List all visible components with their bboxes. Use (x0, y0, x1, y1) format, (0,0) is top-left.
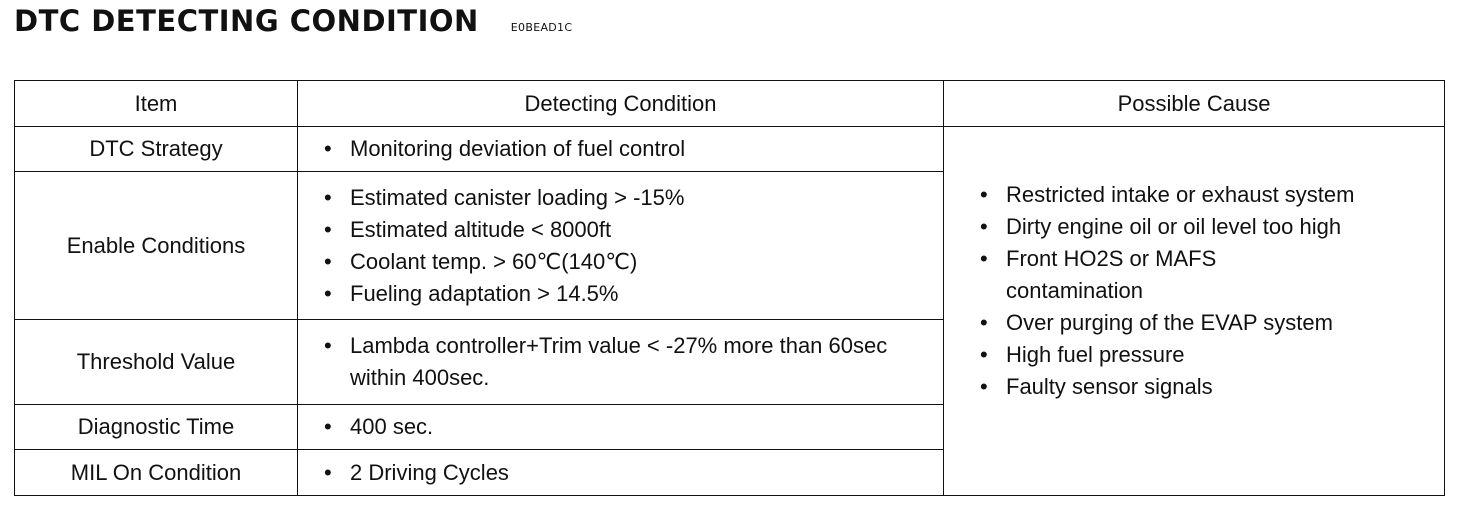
condition-item: 2 Driving Cycles (324, 457, 943, 489)
cause-item: Dirty engine oil or oil level too high (980, 211, 1444, 243)
cause-item: High fuel pressure (980, 339, 1444, 371)
item-cell: Diagnostic Time (14, 404, 298, 450)
condition-list: Monitoring deviation of fuel control (324, 133, 943, 165)
condition-item: Coolant temp. > 60℃(140℃) (324, 246, 943, 278)
condition-item: Monitoring deviation of fuel control (324, 133, 943, 165)
condition-item: Estimated altitude < 8000ft (324, 214, 943, 246)
dtc-condition-table: Item Detecting Condition Possible Cause … (14, 80, 1445, 496)
table-header-row: Item Detecting Condition Possible Cause (14, 80, 1445, 127)
possible-cause-list: Restricted intake or exhaust system Dirt… (980, 179, 1444, 403)
condition-item: Estimated canister loading > -15% (324, 182, 943, 214)
condition-cell: 400 sec. (297, 404, 944, 450)
column-header-item: Item (14, 80, 298, 127)
condition-item: 400 sec. (324, 411, 943, 443)
column-header-possible-cause: Possible Cause (943, 80, 1445, 127)
cause-item: Over purging of the EVAP system (980, 307, 1444, 339)
column-header-detecting-condition: Detecting Condition (297, 80, 944, 127)
condition-cell: Estimated canister loading > -15% Estima… (297, 171, 944, 320)
table-row-diagnostic-time: Diagnostic Time 400 sec. (14, 404, 1445, 450)
page-header: DTC DETECTING CONDITION E0BEAD1C (14, 4, 572, 44)
condition-item: Lambda controller+Trim value < -27% more… (324, 330, 890, 394)
table-row-threshold-value: Threshold Value Lambda controller+Trim v… (14, 319, 1445, 405)
section-code: E0BEAD1C (510, 21, 573, 34)
possible-cause-cell: Restricted intake or exhaust system Dirt… (943, 126, 1445, 496)
condition-cell: 2 Driving Cycles (297, 449, 944, 496)
condition-list: 2 Driving Cycles (324, 457, 943, 489)
page-title: DTC DETECTING CONDITION (14, 4, 479, 38)
condition-list: Estimated canister loading > -15% Estima… (324, 182, 943, 310)
table-row-dtc-strategy: DTC Strategy Monitoring deviation of fue… (14, 126, 1445, 496)
condition-cell: Monitoring deviation of fuel control (297, 126, 944, 172)
item-cell: MIL On Condition (14, 449, 298, 496)
item-cell: Enable Conditions (14, 171, 298, 320)
condition-cell: Lambda controller+Trim value < -27% more… (297, 319, 944, 405)
cause-item: Restricted intake or exhaust system (980, 179, 1444, 211)
condition-list: Lambda controller+Trim value < -27% more… (324, 330, 943, 394)
cause-item: Front HO2S or MAFS contamination (980, 243, 1306, 307)
condition-list: 400 sec. (324, 411, 943, 443)
condition-item: Fueling adaptation > 14.5% (324, 278, 943, 310)
item-cell: DTC Strategy (14, 126, 298, 172)
cause-item: Faulty sensor signals (980, 371, 1444, 403)
table-row-mil-on-condition: MIL On Condition 2 Driving Cycles (14, 449, 1445, 496)
table-row-enable-conditions: Enable Conditions Estimated canister loa… (14, 171, 1445, 320)
item-cell: Threshold Value (14, 319, 298, 405)
